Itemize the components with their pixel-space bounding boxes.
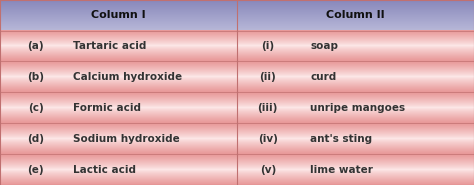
Text: Column I: Column I	[91, 10, 146, 20]
Text: Sodium hydroxide: Sodium hydroxide	[73, 134, 180, 144]
Text: (iii): (iii)	[258, 103, 278, 113]
Text: unripe mangoes: unripe mangoes	[310, 103, 406, 113]
Text: (i): (i)	[261, 41, 274, 51]
Text: ant's sting: ant's sting	[310, 134, 373, 144]
Text: (d): (d)	[27, 134, 44, 144]
Text: (c): (c)	[27, 103, 44, 113]
Text: (iv): (iv)	[258, 134, 278, 144]
Text: (a): (a)	[27, 41, 44, 51]
Text: Formic acid: Formic acid	[73, 103, 141, 113]
Text: Lactic acid: Lactic acid	[73, 164, 137, 175]
Text: Column II: Column II	[326, 10, 385, 20]
Text: (ii): (ii)	[259, 72, 276, 82]
Text: Calcium hydroxide: Calcium hydroxide	[73, 72, 182, 82]
Text: (v): (v)	[260, 164, 276, 175]
Text: lime water: lime water	[310, 164, 374, 175]
Text: Tartaric acid: Tartaric acid	[73, 41, 147, 51]
Text: (e): (e)	[27, 164, 44, 175]
Text: (b): (b)	[27, 72, 44, 82]
Text: soap: soap	[310, 41, 338, 51]
Text: curd: curd	[310, 72, 337, 82]
